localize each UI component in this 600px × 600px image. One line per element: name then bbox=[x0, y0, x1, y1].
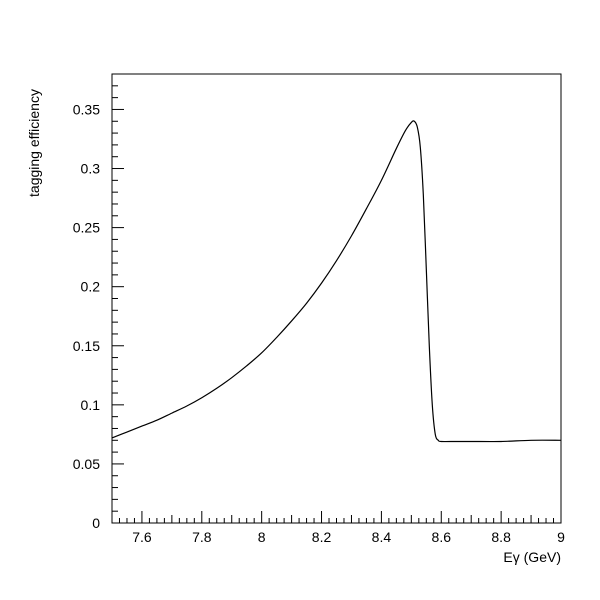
x-tick-label: 8.6 bbox=[432, 529, 452, 545]
x-tick-label: 7.8 bbox=[192, 529, 212, 545]
y-tick-label: 0.15 bbox=[73, 338, 100, 354]
y-tick-label: 0.3 bbox=[81, 161, 101, 177]
y-tick-label: 0.35 bbox=[73, 101, 100, 117]
x-tick-label: 8 bbox=[258, 529, 266, 545]
x-tick-label: 9 bbox=[557, 529, 565, 545]
y-tick-label: 0.2 bbox=[81, 279, 101, 295]
series-line bbox=[111, 120, 562, 443]
x-tick-label: 8.8 bbox=[491, 529, 511, 545]
x-tick-label: 8.4 bbox=[372, 529, 392, 545]
x-tick-label: 8.2 bbox=[312, 529, 332, 545]
x-axis-label: Eγ (GeV) bbox=[503, 549, 561, 565]
x-tick-labels: 7.6 7.8 8 8.2 8.4 8.6 8.8 9 bbox=[132, 529, 565, 545]
plot-frame bbox=[111, 73, 562, 524]
x-tick-label: 7.6 bbox=[132, 529, 152, 545]
y-tick-labels: 0 0.05 0.1 0.15 0.2 0.25 0.3 0.35 bbox=[73, 101, 100, 531]
y-tick-label: 0.05 bbox=[73, 456, 100, 472]
y-tick-label: 0.1 bbox=[81, 397, 101, 413]
y-axis-label: tagging efficiency bbox=[26, 89, 42, 197]
y-tick-label: 0.25 bbox=[73, 220, 100, 236]
axis-ticks bbox=[111, 73, 562, 524]
y-tick-label: 0 bbox=[92, 515, 100, 531]
